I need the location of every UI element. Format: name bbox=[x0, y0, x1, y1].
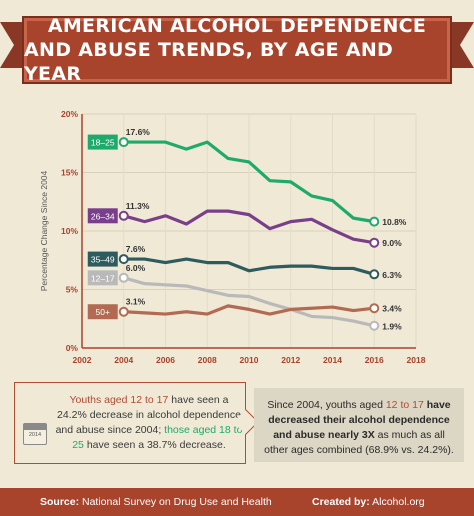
y-tick-label: 10% bbox=[61, 226, 78, 236]
series-end-point bbox=[369, 320, 380, 331]
x-tick-label: 2008 bbox=[198, 355, 217, 365]
x-tick-label: 2006 bbox=[156, 355, 175, 365]
y-tick-label: 15% bbox=[61, 168, 78, 178]
x-tick-label: 2014 bbox=[323, 355, 342, 365]
creator-credit: Created by: Alcohol.org bbox=[312, 496, 425, 508]
series-end-label: 3.4% bbox=[382, 304, 402, 314]
source-credit: Source: National Survey on Drug Use and … bbox=[40, 496, 272, 508]
x-tick-label: 2018 bbox=[407, 355, 426, 365]
info-right-highlight: 12 to 17 bbox=[385, 399, 424, 411]
calendar-year: 2014 bbox=[28, 432, 42, 438]
series-end-point bbox=[369, 216, 380, 227]
series-name-label: 12–17 bbox=[91, 273, 115, 283]
series-start-point bbox=[118, 272, 129, 283]
y-tick-label: 20% bbox=[61, 109, 78, 119]
series-start-label: 11.3% bbox=[126, 201, 150, 211]
x-tick-label: 2010 bbox=[240, 355, 259, 365]
source-label: Source: bbox=[40, 496, 80, 508]
info-left-text: Youths aged 12 to 17 have seen a 24.2% d… bbox=[55, 393, 243, 453]
x-tick-label: 2004 bbox=[114, 355, 133, 365]
info-left-highlight-2: those aged 18 to 25 bbox=[72, 424, 243, 451]
series-line bbox=[123, 304, 375, 316]
series-start-label: 7.6% bbox=[126, 244, 146, 254]
series-end-label: 6.3% bbox=[382, 270, 402, 280]
info-left-text-4: have seen a 38.7% decrease. bbox=[83, 439, 226, 451]
series-start-point bbox=[118, 137, 129, 148]
series-start-point bbox=[118, 306, 129, 317]
info-right-text: Since 2004, youths aged 12 to 17 have de… bbox=[260, 398, 458, 458]
y-axis-label: Percentage Change Since 2004 bbox=[39, 170, 49, 291]
info-right-bold: have decreased their alcohol dependence … bbox=[268, 399, 451, 441]
calendar-icon: 2014 bbox=[23, 423, 47, 445]
series-end-label: 1.9% bbox=[382, 321, 402, 331]
series-start-point bbox=[118, 210, 129, 221]
info-box-youths: 2014 Youths aged 12 to 17 have seen a 24… bbox=[14, 382, 259, 464]
info-left-text-2: have seen a 24.2% decrease in alcohol de… bbox=[55, 394, 241, 436]
series-name-label: 18–25 bbox=[91, 138, 115, 148]
series-start-label: 6.0% bbox=[126, 263, 146, 273]
x-tick-label: 2016 bbox=[365, 355, 384, 365]
chart-container: 0% 5% 10% 15% 20% 2002 2004 2006 2008 2010 2012 201… bbox=[0, 100, 474, 380]
footer-bar: Source: National Survey on Drug Use and … bbox=[0, 488, 474, 516]
info-right-text-1: Since 2004, youths aged bbox=[267, 399, 386, 411]
y-tick-label: 5% bbox=[66, 285, 79, 295]
info-left-highlight-1: Youths aged 12 to 17 bbox=[69, 394, 169, 406]
line-chart: 0% 5% 10% 15% 20% 2002 2004 2006 2008 2010 2012 201… bbox=[39, 109, 426, 365]
info-right-text-4: as much as all other ages combined (68.9… bbox=[264, 429, 454, 456]
title-line-1: AMERICAN ALCOHOL DEPENDENCE bbox=[47, 15, 427, 37]
series-line bbox=[123, 276, 375, 328]
series-line bbox=[123, 209, 375, 245]
title-line-2: AND ABUSE TRENDS, BY AGE AND YEAR bbox=[24, 39, 394, 85]
series-end-point bbox=[369, 269, 380, 280]
series-start-label: 3.1% bbox=[126, 297, 146, 307]
series-end-point bbox=[369, 303, 380, 314]
title-banner: AMERICAN ALCOHOL DEPENDENCE AND ABUSE TR… bbox=[22, 15, 452, 85]
series-start-point bbox=[118, 254, 129, 265]
series-name-tag bbox=[87, 270, 118, 286]
series-end-label: 10.8% bbox=[382, 217, 407, 227]
x-tick-label: 2002 bbox=[73, 355, 92, 365]
series-name-label: 35–49 bbox=[91, 255, 115, 265]
series-name-label: 26–34 bbox=[91, 211, 115, 221]
creator-text: Alcohol.org bbox=[369, 496, 425, 508]
source-text: National Survey on Drug Use and Health bbox=[79, 496, 272, 508]
series-name-tag bbox=[87, 208, 118, 224]
series-line bbox=[123, 257, 375, 276]
series-name-tag bbox=[87, 251, 118, 267]
series-line bbox=[123, 140, 375, 224]
series-end-label: 9.0% bbox=[382, 238, 402, 248]
series-start-label: 17.6% bbox=[126, 127, 151, 137]
creator-label: Created by: bbox=[312, 496, 370, 508]
info-box-comparison: Since 2004, youths aged 12 to 17 have de… bbox=[254, 388, 464, 462]
series-end-point bbox=[369, 237, 380, 248]
y-tick-label: 0% bbox=[66, 343, 79, 353]
series-name-tag bbox=[87, 304, 118, 320]
series-name-label: 50+ bbox=[96, 307, 110, 317]
series-name-tag bbox=[87, 134, 118, 150]
x-tick-label: 2012 bbox=[281, 355, 300, 365]
